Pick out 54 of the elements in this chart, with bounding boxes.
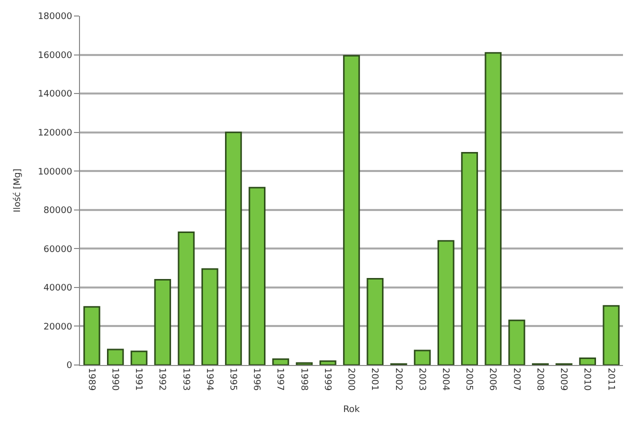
y-tick-label: 120000: [38, 128, 72, 138]
y-tick-label: 100000: [38, 167, 72, 178]
bar: [484, 52, 502, 365]
x-tick-label: 2003: [416, 368, 426, 391]
bar: [225, 132, 242, 365]
bar: [201, 268, 218, 365]
bar: [178, 231, 195, 365]
bar: [508, 320, 526, 365]
y-tick-label: 0: [66, 361, 72, 372]
x-tick-label: 1991: [133, 368, 144, 391]
y-tick-label: 180000: [38, 12, 72, 22]
y-tick-label: 80000: [44, 206, 72, 216]
x-tick-label: 1994: [204, 368, 214, 391]
x-tick-label: 1997: [274, 368, 285, 391]
x-tick-label: 1998: [298, 368, 308, 391]
y-axis-title: Ilość [Mg]: [12, 168, 24, 212]
y-tick-label: 160000: [38, 50, 72, 61]
y-tick-label: 40000: [44, 284, 72, 294]
bar: [272, 358, 290, 365]
x-tick-label: 2006: [487, 368, 498, 391]
bar: [438, 240, 454, 365]
bar: [130, 350, 148, 365]
bar: [83, 306, 100, 365]
x-axis-title: Rok: [343, 404, 361, 415]
bar: [248, 186, 266, 365]
x-tick-label: 2005: [464, 368, 474, 391]
bar: [319, 360, 336, 365]
x-tick-label: 2002: [392, 368, 403, 391]
x-tick-label: 2009: [558, 368, 568, 391]
x-tick-label: 2000: [346, 368, 356, 391]
x-tick-label: 1996: [251, 368, 262, 391]
bar: [343, 55, 360, 365]
x-tick-label: 2008: [534, 368, 544, 391]
y-tick-label: 60000: [44, 244, 72, 255]
bar: [366, 278, 384, 365]
x-tick-label: 2011: [605, 368, 616, 391]
bar: [602, 305, 620, 365]
bar: [461, 152, 478, 365]
x-tick-label: 1992: [156, 368, 167, 391]
x-tick-label: 1989: [86, 368, 96, 391]
x-tick-label: 2010: [582, 368, 592, 391]
x-tick-label: 1990: [109, 368, 120, 391]
x-tick-label: 1993: [180, 368, 190, 391]
bar: [579, 357, 596, 365]
x-tick-label: 1999: [322, 368, 332, 391]
y-tick-label: 140000: [38, 90, 72, 100]
x-tick-label: 2007: [510, 368, 521, 391]
x-tick-label: 2001: [369, 368, 380, 391]
bar: [414, 350, 431, 365]
x-tick-label: 1995: [228, 368, 238, 391]
y-tick-label: 20000: [44, 322, 72, 332]
bar: [106, 348, 124, 365]
x-tick-label: 2004: [440, 368, 450, 391]
bar: [154, 278, 172, 365]
